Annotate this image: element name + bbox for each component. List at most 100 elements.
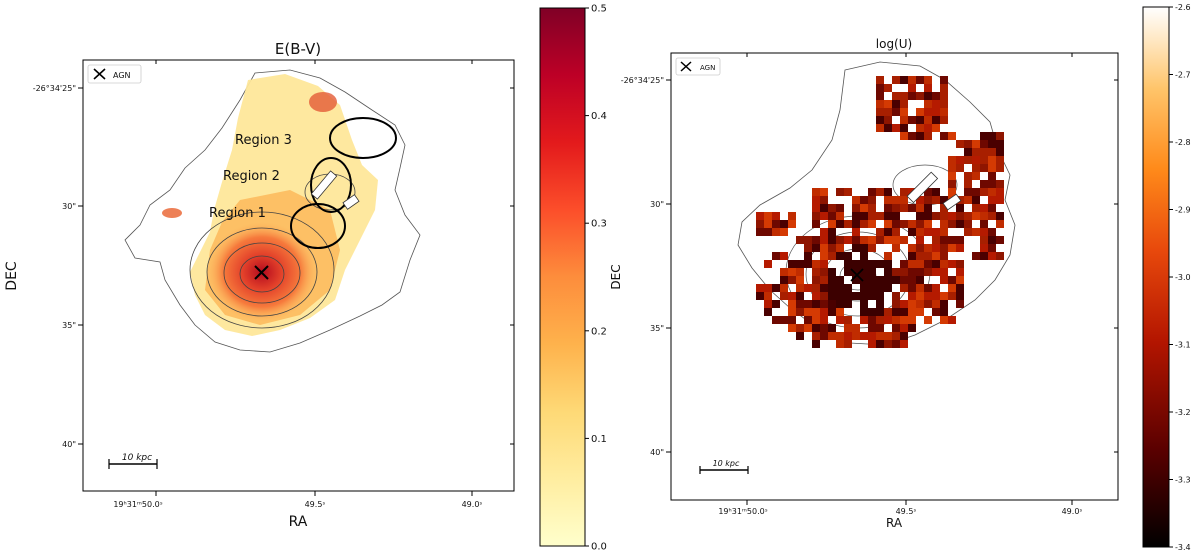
logu-pixel — [940, 76, 948, 84]
logu-pixel — [836, 316, 844, 324]
logu-pixel — [860, 244, 868, 252]
logu-pixel — [796, 324, 804, 332]
logu-pixel — [932, 244, 940, 252]
logu-pixel — [908, 268, 916, 276]
logu-outer-contour — [737, 61, 1016, 346]
logu-pixel — [916, 284, 924, 292]
logu-pixel — [780, 276, 788, 284]
logu-pixel — [876, 92, 884, 100]
logu-pixel — [980, 132, 988, 140]
logu-pixel — [956, 212, 964, 220]
logu-pixel — [948, 244, 956, 252]
logu-pixel — [940, 212, 948, 220]
logu-title: log(U) — [876, 37, 912, 51]
logu-ylabel: DEC — [609, 264, 623, 289]
logu-xlabel: RA — [886, 516, 903, 530]
logu-pixel — [988, 252, 996, 260]
logu-pixel — [812, 212, 820, 220]
logu-pixel — [820, 188, 828, 196]
logu-pixel — [860, 332, 868, 340]
logu-pixel — [820, 196, 828, 204]
logu-pixel — [892, 100, 900, 108]
logu-pixel — [852, 236, 860, 244]
logu-pixel — [820, 300, 828, 308]
logu-pixel — [868, 244, 876, 252]
logu-pixel — [924, 284, 932, 292]
logu-pixel — [836, 204, 844, 212]
logu-pixel — [916, 108, 924, 116]
ebv-title: E(B-V) — [275, 40, 321, 58]
logu-pixel — [932, 124, 940, 132]
colorbar-tick-label: -2.9 — [1175, 205, 1191, 214]
logu-pixel — [916, 116, 924, 124]
logu-pixel — [956, 260, 964, 268]
logu-pixel — [884, 316, 892, 324]
logu-pixel — [980, 252, 988, 260]
logu-pixel — [852, 204, 860, 212]
ebv-ylabel: DEC — [4, 261, 20, 291]
logu-pixel — [908, 76, 916, 84]
logu-pixel — [852, 260, 860, 268]
logu-pixel — [868, 332, 876, 340]
logu-pixel — [812, 236, 820, 244]
logu-pixel — [924, 196, 932, 204]
logu-pixel — [964, 156, 972, 164]
logu-pixel — [844, 220, 852, 228]
logu-pixel — [788, 260, 796, 268]
logu-pixel — [828, 308, 836, 316]
logu-pixel — [892, 268, 900, 276]
logu-pixel — [988, 236, 996, 244]
logu-pixel — [772, 212, 780, 220]
logu-pixel — [956, 244, 964, 252]
logu-pixel — [876, 276, 884, 284]
logu-pixel — [892, 236, 900, 244]
logu-pixel — [844, 324, 852, 332]
agn-marker — [254, 265, 269, 280]
logu-pixel — [972, 188, 980, 196]
logu-pixel — [844, 236, 852, 244]
logu-pixel — [908, 228, 916, 236]
logu-pixel — [804, 300, 812, 308]
logu-pixel — [860, 284, 868, 292]
logu-pixel — [876, 84, 884, 92]
ebv-ytick: 40" — [62, 440, 76, 449]
logu-pixel — [860, 220, 868, 228]
logu-pixel — [980, 228, 988, 236]
logu-pixel — [940, 116, 948, 124]
logu-pixel — [972, 156, 980, 164]
logu-pixel — [940, 292, 948, 300]
logu-pixel — [788, 220, 796, 228]
logu-pixel — [820, 236, 828, 244]
logu-pixel — [820, 308, 828, 316]
logu-pixel — [836, 188, 844, 196]
logu-pixel — [948, 260, 956, 268]
logu-pixel — [764, 292, 772, 300]
logu-pixel — [844, 188, 852, 196]
logu-pixel — [884, 124, 892, 132]
colorbar-tick-label: -3.0 — [1175, 273, 1191, 282]
logu-pixel — [996, 164, 1004, 172]
logu-map-panel: log(U) AGN — [609, 3, 1191, 552]
logu-pixel — [828, 284, 836, 292]
ebv-xlabel: RA — [289, 514, 308, 530]
ebv-tick-marks — [78, 60, 514, 496]
logu-pixel — [900, 340, 908, 348]
ebv-xtick: 19ʰ31ᵐ50.0ˢ — [113, 500, 162, 509]
logu-pixel — [892, 340, 900, 348]
logu-pixel — [932, 236, 940, 244]
logu-pixel — [812, 260, 820, 268]
logu-pixel — [884, 236, 892, 244]
logu-pixel — [860, 308, 868, 316]
logu-pixel — [844, 292, 852, 300]
logu-pixel — [932, 100, 940, 108]
logu-pixel — [916, 260, 924, 268]
logu-pixel — [940, 236, 948, 244]
logu-pixel — [996, 252, 1004, 260]
logu-pixel — [772, 284, 780, 292]
logu-pixel — [908, 260, 916, 268]
logu-pixel — [956, 164, 964, 172]
colorbar-tick-label: 0.5 — [591, 4, 607, 15]
logu-pixel — [884, 116, 892, 124]
logu-ytick: 40" — [650, 448, 664, 457]
logu-pixel — [980, 140, 988, 148]
